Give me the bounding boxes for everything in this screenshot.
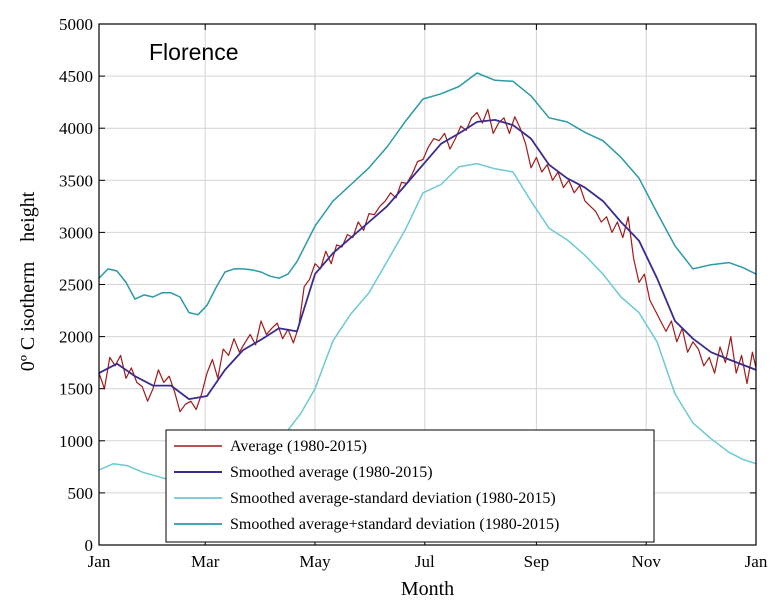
y-tick-label: 1000 (59, 432, 93, 451)
x-tick-label: Sep (524, 552, 550, 571)
series-line-2 (98, 119, 757, 401)
y-tick-label: 4000 (59, 119, 93, 138)
x-axis-title: Month (401, 578, 454, 600)
y-tick-label: 4500 (59, 67, 93, 86)
axis-ticks (98, 23, 757, 546)
legend-label: Smoothed average+standard deviation (198… (230, 516, 559, 533)
legend-label: Smoothed average (1980-2015) (230, 464, 433, 481)
x-tick-label: Jan (745, 552, 768, 571)
x-tick-label: Nov (632, 552, 662, 571)
y-tick-label: 3500 (59, 171, 93, 190)
y-axis-title: 0º C isotherm height (17, 191, 39, 371)
series-line-4 (98, 72, 757, 316)
x-tick-label: Jan (88, 552, 111, 571)
y-tick-label: 2000 (59, 328, 93, 347)
y-tick-label: 500 (68, 484, 94, 503)
series-line-1 (98, 108, 757, 413)
x-tick-label: Jul (415, 552, 435, 571)
y-tick-label: 5000 (59, 15, 93, 34)
x-tick-label: Mar (191, 552, 220, 571)
y-tick-label: 0 (85, 536, 94, 555)
x-tick-label: May (299, 552, 331, 571)
series-layer (98, 72, 757, 498)
legend-label: Smoothed average-standard deviation (198… (230, 490, 556, 507)
axis-tick-labels: 0 500 1000 1500 2000 2500 3000 3500 4000 4500 5000… (59, 15, 768, 571)
legend-box (165, 429, 655, 543)
legend: Average (1980-2015) Smoothed average (198… (165, 429, 655, 543)
y-tick-label: 1500 (59, 380, 93, 399)
chart-title: Florence (149, 39, 238, 65)
y-tick-label: 2500 (59, 276, 93, 295)
legend-label: Average (1980-2015) (230, 438, 367, 455)
y-tick-label: 3000 (59, 223, 93, 242)
